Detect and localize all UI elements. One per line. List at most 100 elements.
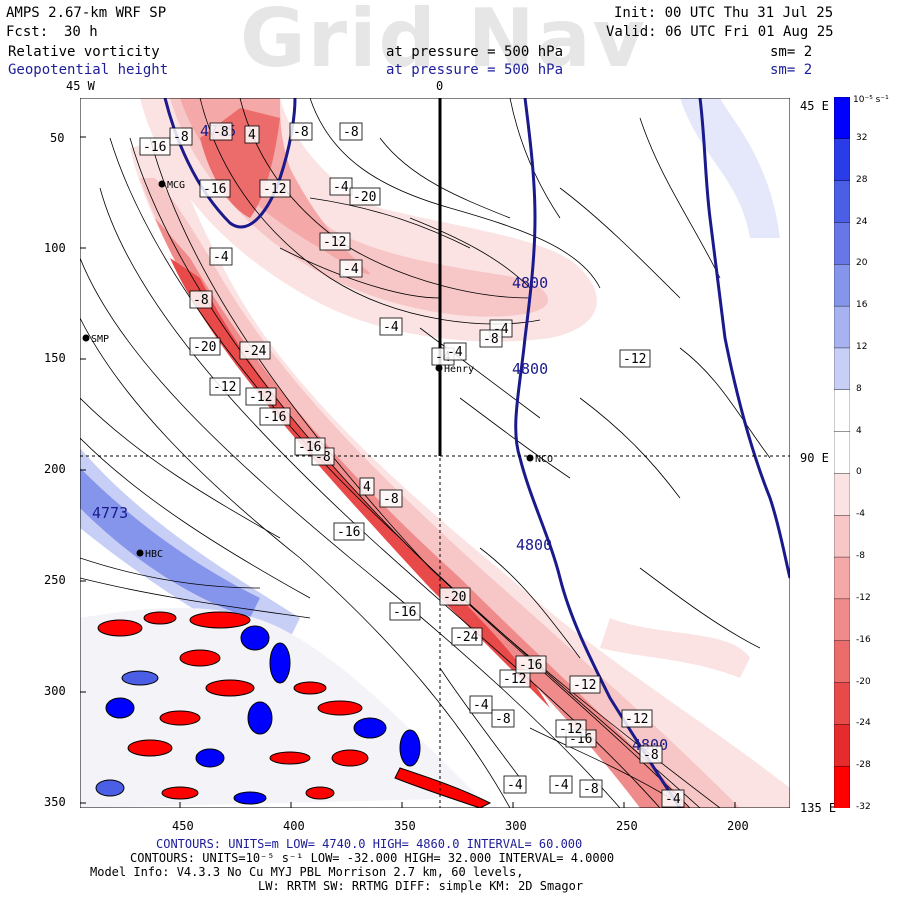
y-tick: 350 [44,795,66,809]
svg-text:-8: -8 [483,332,499,347]
vorticity-label: -8 [479,329,503,348]
svg-text:-24: -24 [455,630,479,645]
field1-smoothing: sm= 2 [770,44,813,60]
svg-text:-8: -8 [343,125,359,140]
right-top-longitude: 45 E [800,99,829,113]
station-label: Henry [444,364,474,375]
vorticity-label: -12 [569,675,601,694]
svg-text:-12: -12 [503,672,526,687]
vorticity-label: -8 [339,122,363,141]
forecast-hour: 30 h [64,24,98,40]
vorticity-label: -20 [189,337,221,356]
vorticity-label: -4 [469,695,493,714]
station-label: HBC [145,549,163,560]
vorticity-shade [680,98,780,238]
svg-text:-8: -8 [383,492,399,507]
height-label: 4800 [512,360,548,378]
vorticity-label: -16 [515,655,547,674]
colorbar-swatch [834,389,850,433]
vorticity-label: -16 [333,522,365,541]
right-mid-longitude: 90 E [800,451,829,465]
colorbar-swatch [834,556,850,600]
forecast-label: Fcst: [6,24,49,40]
map-plot-area: 4735 4800 4800 4800 4773 4800 -16-8-8-8-… [80,98,790,808]
watermark: Grid Nav [240,0,647,85]
svg-text:-8: -8 [495,712,511,727]
station-label: NCO [535,454,553,465]
colorbar-swatch [834,97,850,140]
vorticity-label: -8 [379,489,403,508]
station-marker [136,549,144,557]
colorbar-label: -20 [856,676,871,687]
colorbar-swatch [834,598,850,642]
vorticity-label-group: -16-8 -8 -8 -84-16 -12 -4-4-20-12-4-8-24-16-8… [139,122,685,808]
x-tick: 450 [172,819,194,833]
height-label: 4800 [516,536,552,554]
svg-text:-4: -4 [665,792,681,807]
svg-text:-12: -12 [625,712,648,727]
field2-smoothing: sm= 2 [770,62,813,78]
vorticity-label: -12 [619,349,651,368]
colorbar-label: -28 [856,760,871,771]
height-label: 4773 [92,504,128,522]
x-tick: 250 [616,819,638,833]
colorbar-label: 12 [856,341,868,352]
colorbar-swatch [834,347,850,391]
vorticity-label: -16 [294,437,326,456]
svg-text:-8: -8 [173,130,189,145]
vorticity-label: -8 [289,122,313,141]
vorticity-label: -16 [389,602,421,621]
vorticity-label: -20 [349,187,381,206]
colorbar-label: 32 [856,132,868,143]
colorbar-swatch [834,724,850,767]
svg-text:-8: -8 [583,782,599,797]
colorbar [834,97,850,808]
colorbar-swatch [834,305,850,349]
svg-text:-12: -12 [249,390,272,405]
svg-text:-4: -4 [473,698,489,713]
svg-text:-4: -4 [343,262,359,277]
svg-text:-20: -20 [443,590,466,605]
colorbar-label: 0 [856,467,862,478]
svg-text:-8: -8 [213,125,229,140]
vorticity-label: -4 [503,775,527,794]
vorticity-shade [80,468,260,618]
svg-text:-16: -16 [143,140,166,155]
colorbar-swatch [834,765,850,808]
colorbar-label: 28 [856,174,868,185]
model-title: AMPS 2.67-km WRF SP [6,5,167,21]
colorbar-swatch [834,222,850,265]
vorticity-label: -4 [549,775,573,794]
vorticity-label: -12 [555,719,587,738]
top-left-longitude: 45 W [66,79,95,93]
svg-text:-8: -8 [643,748,659,763]
svg-text:-4: -4 [383,320,399,335]
model-info: Model Info: V4.3.3 No Cu MYJ PBL Morriso… [90,865,524,879]
x-tick: 400 [283,819,305,833]
colorbar-unit: 10⁻⁵ s⁻¹ [853,95,889,105]
colorbar-label: -12 [856,592,871,603]
colorbar-label: -4 [856,509,865,520]
svg-text:-16: -16 [263,410,286,425]
colorbar-label: 24 [856,216,868,227]
svg-text:-12: -12 [263,182,286,197]
vorticity-label: -4 [209,247,233,266]
svg-text:-16: -16 [337,525,360,540]
vorticity-label: 4 [359,477,375,496]
colorbar-swatch [834,473,850,516]
vorticity-label: -24 [451,627,483,646]
y-tick: 200 [44,462,66,476]
colorbar-label: -32 [856,802,871,812]
y-tick: 300 [44,684,66,698]
y-tick: 150 [44,351,66,365]
vorticity-label: -12 [245,387,277,406]
vorticity-contours [80,98,771,808]
height-contour-info: CONTOURS: UNITS=m LOW= 4740.0 HIGH= 4860… [156,837,583,851]
colorbar-label: -8 [856,551,865,562]
physics-info: LW: RRTM SW: RRTMG DIFF: simple KM: 2D S… [258,879,584,893]
vorticity-label: -4 [339,259,363,278]
station-marker [435,364,443,372]
colorbar-label: 8 [856,383,862,394]
vorticity-label: -24 [239,341,271,360]
colorbar-swatch [834,138,850,182]
